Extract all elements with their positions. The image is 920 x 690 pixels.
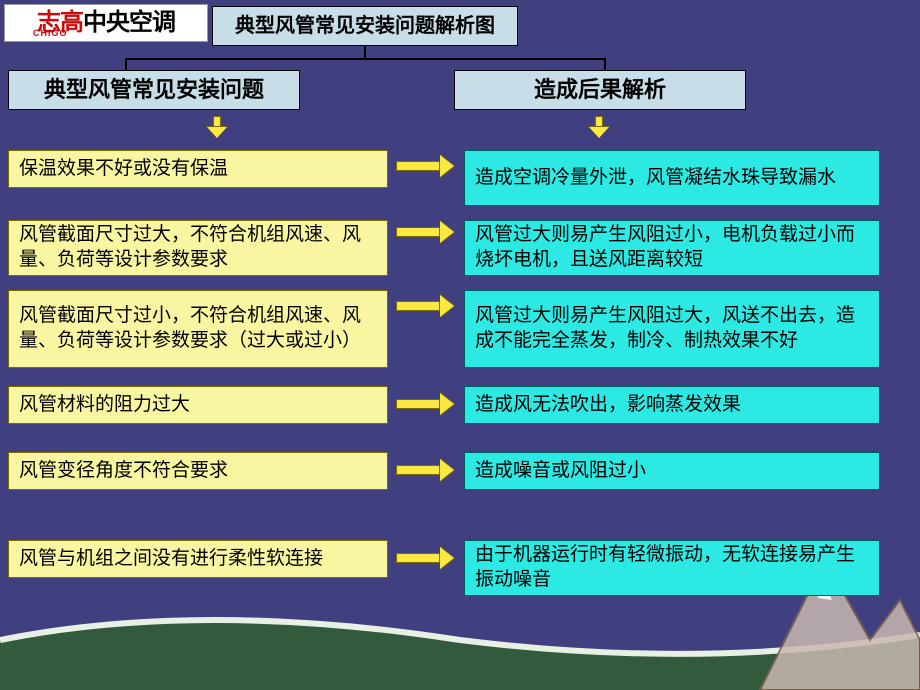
- logo-sub: CHIGO: [33, 29, 68, 38]
- arrow-right-icon: [396, 548, 454, 568]
- consequence-text: 风管过大则易产生风阻过小，电机负载过小而烧坏电机，且送风距离较短: [475, 223, 869, 272]
- left-heading: 典型风管常见安装问题: [8, 70, 300, 110]
- main-title-text: 典型风管常见安装问题解析图: [235, 13, 495, 39]
- consequence-box: 造成噪音或风阻过小: [464, 452, 880, 490]
- consequence-box: 造成空调冷量外泄，风管凝结水珠导致漏水: [464, 150, 880, 206]
- problem-text: 风管截面尺寸过大，不符合机组风速、风量、负荷等设计参数要求: [19, 223, 377, 272]
- problem-box: 风管材料的阻力过大: [8, 386, 388, 424]
- arrow-right-icon: [396, 222, 454, 242]
- problem-text: 保温效果不好或没有保温: [19, 157, 228, 182]
- diagram-canvas: 志高 中央空调 CHIGO 典型风管常见安装问题解析图典型风管常见安装问题 造成后…: [0, 0, 920, 690]
- consequence-box: 造成风无法吹出，影响蒸发效果: [464, 386, 880, 424]
- consequence-text: 造成噪音或风阻过小: [475, 459, 646, 484]
- consequence-box: 风管过大则易产生风阻过小，电机负载过小而烧坏电机，且送风距离较短: [464, 220, 880, 276]
- problem-box: 保温效果不好或没有保温: [8, 150, 388, 188]
- problem-text: 风管材料的阻力过大: [19, 393, 190, 418]
- arrow-down-icon: [208, 116, 226, 138]
- arrow-right-icon: [396, 460, 454, 480]
- arrow-right-icon: [396, 156, 454, 176]
- consequence-text: 造成空调冷量外泄，风管凝结水珠导致漏水: [475, 166, 836, 191]
- arrow-right-icon: [396, 394, 454, 414]
- problem-box: 风管截面尺寸过小，不符合机组风速、风量、负荷等设计参数要求（过大或过小）: [8, 290, 388, 368]
- chigo-logo: 志高 中央空调 CHIGO: [4, 4, 208, 42]
- problem-text: 风管与机组之间没有进行柔性软连接: [19, 547, 323, 572]
- consequence-text: 由于机器运行时有轻微振动，无软连接易产生振动噪音: [475, 543, 869, 592]
- main-title: 典型风管常见安装问题解析图: [212, 6, 518, 46]
- problem-text: 风管变径角度不符合要求: [19, 459, 228, 484]
- consequence-text: 风管过大则易产生风阻过大，风送不出去，造成不能完全蒸发，制冷、制热效果不好: [475, 304, 869, 353]
- consequence-text: 造成风无法吹出，影响蒸发效果: [475, 393, 741, 418]
- arrow-down-icon: [590, 116, 608, 138]
- connector-line: [125, 58, 605, 60]
- consequence-box: 由于机器运行时有轻微振动，无软连接易产生振动噪音: [464, 540, 880, 596]
- right-heading: 造成后果解析: [454, 70, 746, 110]
- problem-box: 风管变径角度不符合要求: [8, 452, 388, 490]
- connector-line: [364, 45, 366, 59]
- left-heading-text: 典型风管常见安装问题: [44, 76, 264, 105]
- arrow-right-icon: [396, 296, 454, 316]
- problem-text: 风管截面尺寸过小，不符合机组风速、风量、负荷等设计参数要求（过大或过小）: [19, 304, 377, 353]
- right-heading-text: 造成后果解析: [534, 76, 666, 105]
- problem-box: 风管截面尺寸过大，不符合机组风速、风量、负荷等设计参数要求: [8, 220, 388, 276]
- problem-box: 风管与机组之间没有进行柔性软连接: [8, 540, 388, 578]
- consequence-box: 风管过大则易产生风阻过大，风送不出去，造成不能完全蒸发，制冷、制热效果不好: [464, 290, 880, 368]
- logo-brand-black: 中央空调: [83, 11, 175, 35]
